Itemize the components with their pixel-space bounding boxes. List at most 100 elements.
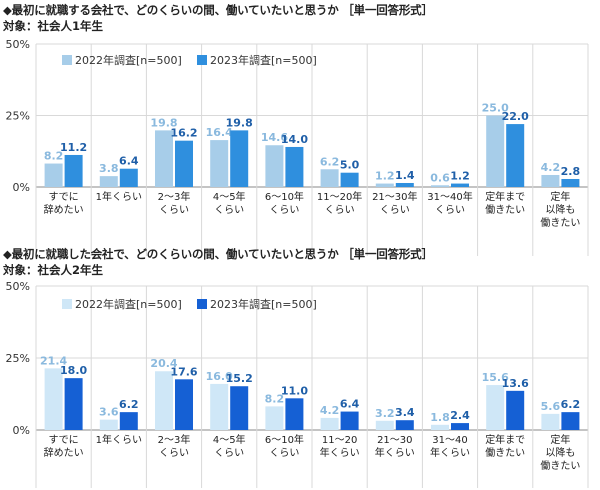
bar bbox=[119, 168, 138, 187]
data-label: 14.0 bbox=[281, 133, 308, 146]
legend-swatch bbox=[197, 299, 207, 309]
category-label: くらい bbox=[380, 204, 410, 216]
bar bbox=[44, 163, 63, 187]
chart1-title: ◆最初に就職する会社で、どのくらいの間、働いていたいと思うか ［単一回答形式］ bbox=[3, 3, 433, 17]
legend-label: 2023年調査[n=500] bbox=[210, 297, 317, 311]
bar bbox=[155, 130, 173, 187]
data-label: 22.0 bbox=[502, 110, 529, 123]
y-tick-label: 25% bbox=[6, 352, 30, 365]
bar bbox=[451, 183, 469, 187]
data-label: 19.8 bbox=[150, 116, 177, 129]
category-label: くらい bbox=[435, 204, 465, 216]
category-label: 年くらい bbox=[430, 446, 470, 459]
bar bbox=[375, 183, 394, 187]
category-label: くらい bbox=[159, 204, 189, 216]
bar bbox=[119, 412, 138, 430]
category-label: 21～30 bbox=[377, 435, 412, 446]
legend-label: 2023年調査[n=500] bbox=[210, 53, 317, 67]
data-label: 11.0 bbox=[281, 384, 308, 397]
bar bbox=[541, 174, 560, 187]
bar bbox=[285, 146, 304, 187]
bar bbox=[265, 145, 284, 187]
category-label: 2～3年 bbox=[158, 190, 191, 203]
data-label: 4.2 bbox=[320, 404, 340, 417]
category-label: 定年 bbox=[550, 190, 570, 203]
bar bbox=[375, 420, 394, 430]
data-label: 6.4 bbox=[340, 398, 360, 411]
data-label: 20.4 bbox=[150, 357, 177, 370]
data-label: 17.6 bbox=[170, 365, 197, 378]
bar bbox=[210, 383, 229, 430]
data-label: 2.4 bbox=[450, 409, 470, 422]
data-label: 13.6 bbox=[502, 377, 529, 390]
bar bbox=[340, 411, 359, 430]
data-label: 14.6 bbox=[261, 131, 288, 144]
chart2-title: ◆最初に就職した会社で、どのくらいの間、働いていたいと思うか ［単一回答形式］ bbox=[3, 247, 433, 261]
category-label: くらい bbox=[325, 204, 355, 216]
legend-label: 2022年調査[n=500] bbox=[75, 53, 182, 67]
category-label: 以降も bbox=[545, 446, 575, 459]
bar bbox=[506, 390, 525, 430]
category-label: くらい bbox=[269, 447, 299, 459]
category-label: 1年くらい bbox=[96, 190, 142, 203]
bar bbox=[320, 417, 339, 430]
bar bbox=[340, 172, 359, 187]
category-label: 定年まで bbox=[485, 433, 525, 446]
data-label: 1.2 bbox=[375, 170, 395, 183]
category-label: 6～10年 bbox=[265, 190, 304, 203]
chart2-svg: 0% 25% 50% 21.4 3.6 20.4 16.0 8.2 4.2 3.2 1.8 15.6 5… bbox=[6, 280, 589, 488]
y-tick-label: 0% bbox=[13, 424, 30, 437]
category-label: 働きたい bbox=[485, 446, 525, 459]
bar bbox=[230, 130, 249, 187]
bar bbox=[561, 178, 580, 187]
data-label: 6.4 bbox=[119, 155, 139, 168]
category-label: くらい bbox=[214, 447, 244, 459]
y-tick-label: 0% bbox=[13, 181, 30, 194]
data-label: 15.6 bbox=[482, 371, 509, 384]
legend-swatch bbox=[62, 55, 72, 65]
category-label: すでに bbox=[49, 191, 79, 203]
category-label: 辞めたい bbox=[44, 203, 84, 216]
category-label: くらい bbox=[214, 204, 244, 216]
legend-swatch bbox=[62, 299, 72, 309]
category-label: 定年 bbox=[550, 433, 570, 446]
data-label: 0.6 bbox=[430, 171, 450, 184]
category-label: 4～5年 bbox=[213, 190, 246, 203]
bar bbox=[175, 379, 193, 430]
data-label: 2.8 bbox=[561, 165, 581, 178]
category-label: 1年くらい bbox=[96, 433, 142, 446]
data-label: 6.2 bbox=[320, 155, 340, 168]
category-label: 働きたい bbox=[485, 203, 525, 216]
bar bbox=[451, 423, 469, 430]
data-label: 11.2 bbox=[60, 141, 87, 154]
legend-swatch bbox=[197, 55, 207, 65]
category-label: くらい bbox=[269, 204, 299, 216]
category-label: 2～3年 bbox=[158, 433, 191, 446]
legend-label: 2022年調査[n=500] bbox=[75, 297, 182, 311]
data-label: 3.6 bbox=[99, 406, 119, 419]
data-label: 8.2 bbox=[44, 150, 64, 163]
bar bbox=[285, 398, 304, 430]
data-label: 4.2 bbox=[541, 161, 561, 174]
category-label: 21～30年 bbox=[372, 190, 417, 203]
bar bbox=[431, 185, 449, 187]
data-label: 3.4 bbox=[395, 406, 415, 419]
bar bbox=[99, 176, 118, 187]
chart2-subtitle: 対象：社会人2年生 bbox=[3, 263, 104, 277]
data-label: 5.0 bbox=[340, 159, 360, 172]
data-label: 1.2 bbox=[450, 170, 470, 183]
bar bbox=[175, 140, 193, 187]
bar bbox=[320, 169, 339, 187]
bar bbox=[541, 413, 560, 430]
chart1-svg: 0%25%50%8.23.819.816.4 14.66.21.2 0.625.04… bbox=[6, 38, 589, 256]
category-label: すでに bbox=[49, 434, 79, 446]
bar bbox=[431, 424, 449, 430]
bar bbox=[395, 420, 414, 430]
bar bbox=[44, 368, 63, 430]
bar bbox=[395, 182, 414, 187]
bar bbox=[64, 378, 83, 430]
y-tick-label: 50% bbox=[6, 38, 30, 51]
category-label: 31～40 bbox=[432, 435, 467, 446]
data-label: 8.2 bbox=[265, 392, 285, 405]
data-label: 21.4 bbox=[40, 354, 67, 367]
